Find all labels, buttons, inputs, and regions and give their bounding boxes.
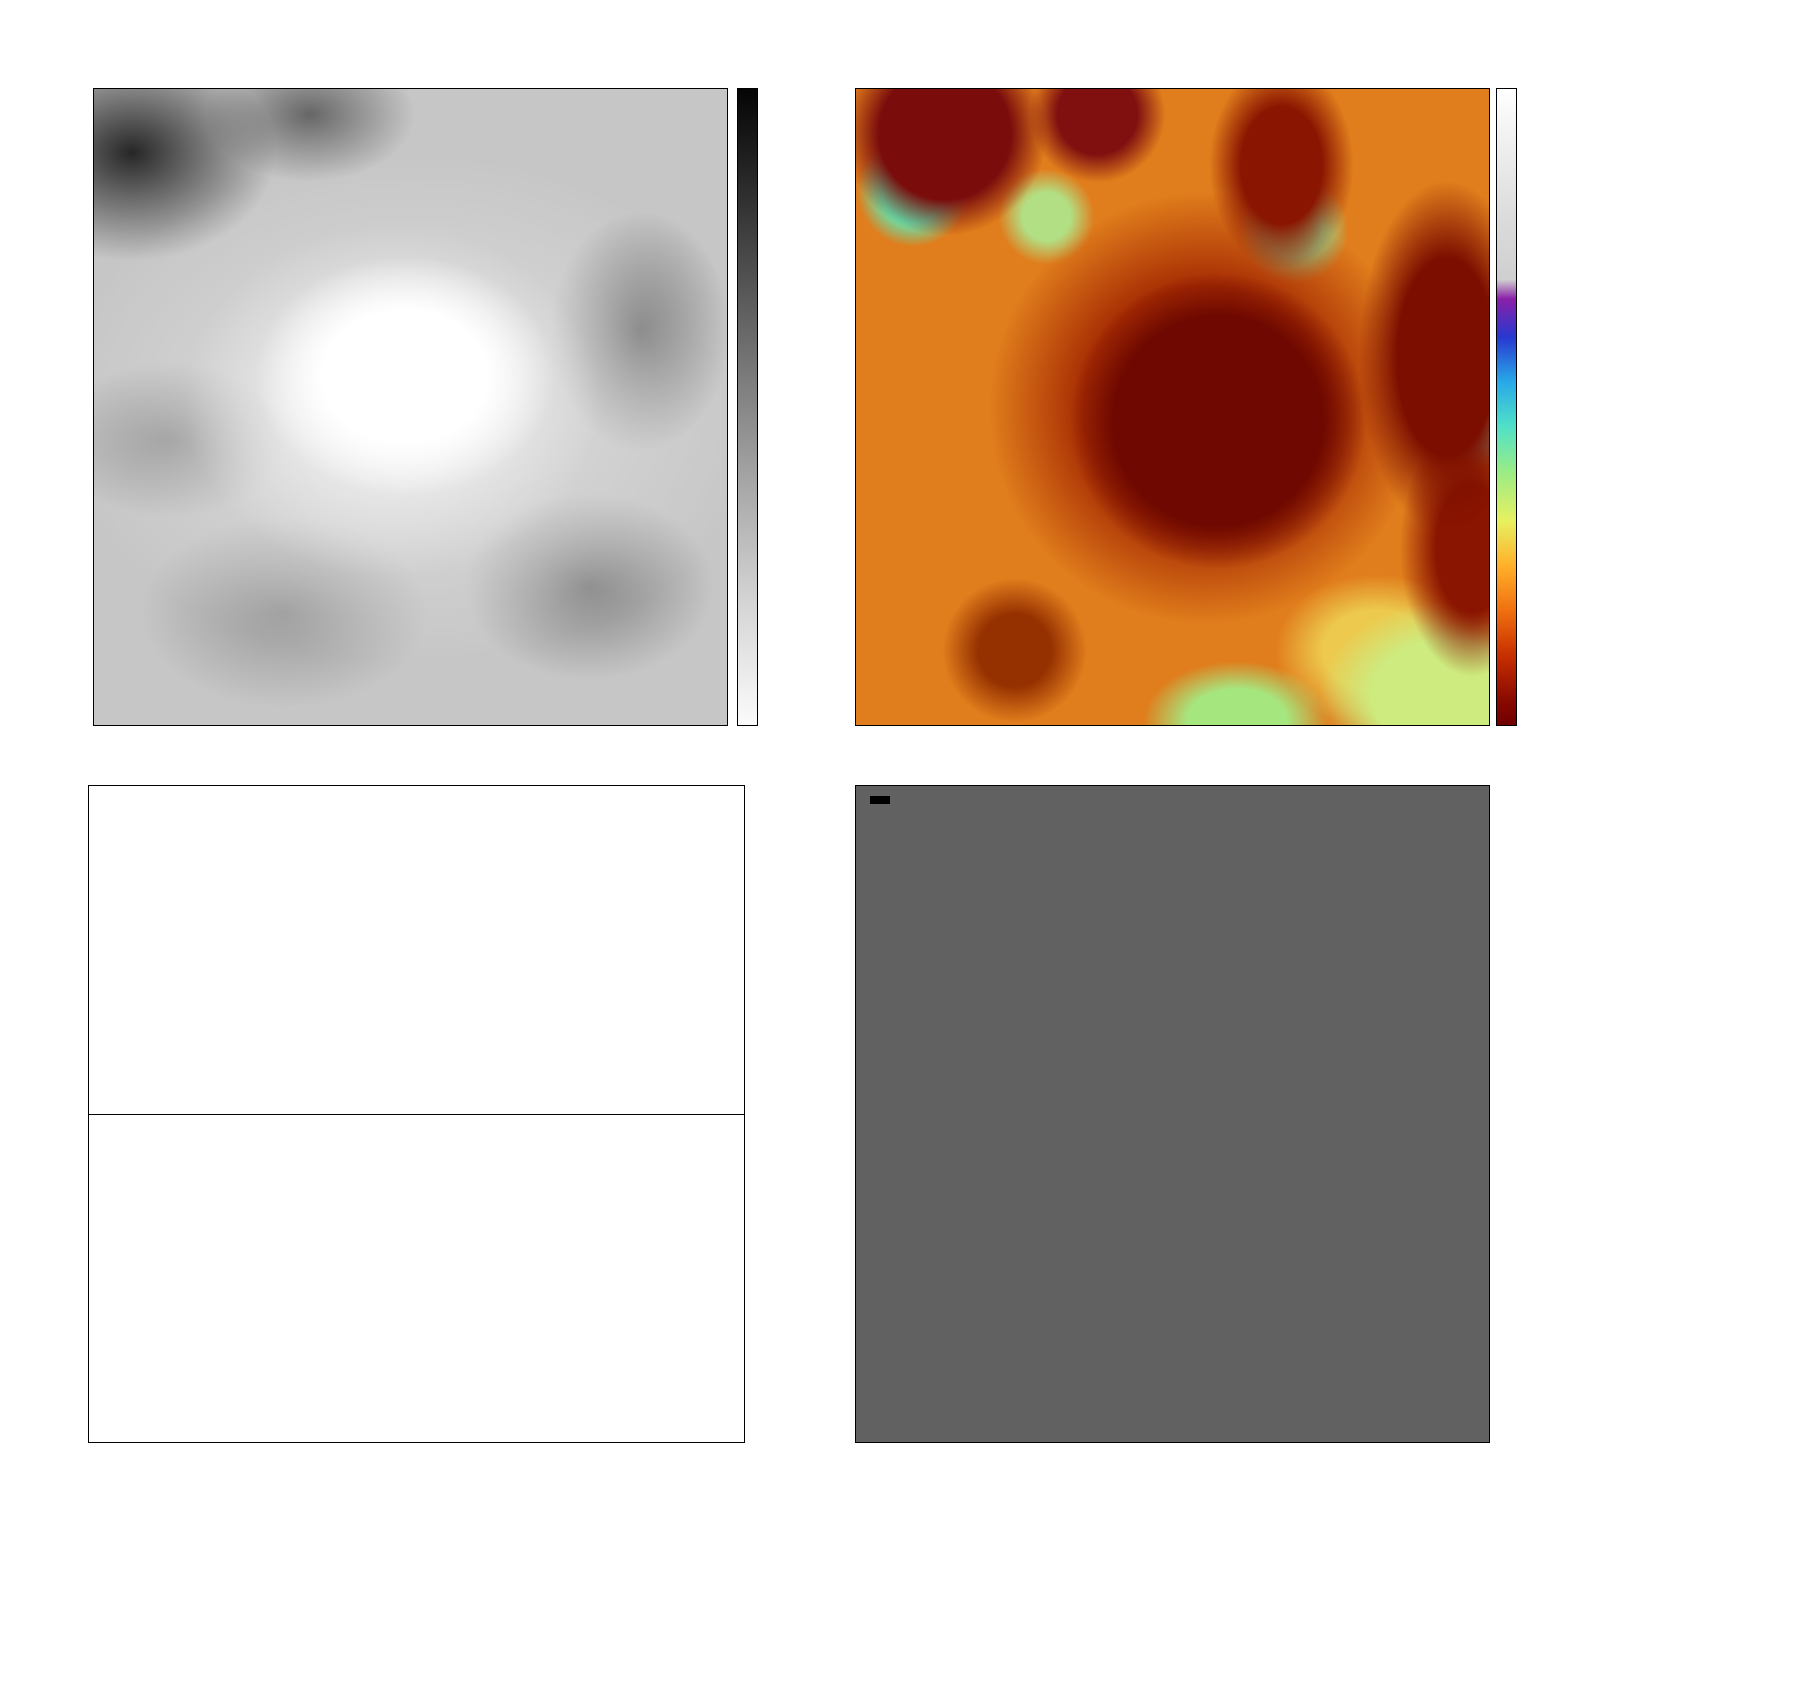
awv-overlay: [856, 89, 1490, 726]
wind-chart-plot-area: [88, 785, 745, 1115]
ace-chart: [88, 1114, 745, 1443]
wmg-overlay: [856, 786, 1490, 1443]
awv-colorbar: [1496, 88, 1517, 726]
wmg-count-badge: [870, 796, 890, 804]
band14-overlay: [94, 89, 728, 726]
band14-satellite-image: [94, 89, 727, 725]
wind-chart-canvas: [89, 786, 745, 1115]
band14-plot-area: [93, 88, 728, 726]
wind-pressure-chart: [88, 785, 745, 1115]
awv-plot-area: [855, 88, 1490, 726]
band14-colorbar: [737, 88, 758, 726]
awv-satellite-image: [856, 89, 1489, 725]
ace-chart-plot-area: [88, 1114, 745, 1443]
band14-map-panel: [93, 88, 728, 726]
awv-map-panel: [855, 88, 1490, 726]
wmg-map-background: [856, 786, 1489, 1442]
wmg-map-panel: [855, 785, 1490, 1443]
ace-chart-canvas: [89, 1115, 745, 1443]
wmg-plot-area: [855, 785, 1490, 1443]
